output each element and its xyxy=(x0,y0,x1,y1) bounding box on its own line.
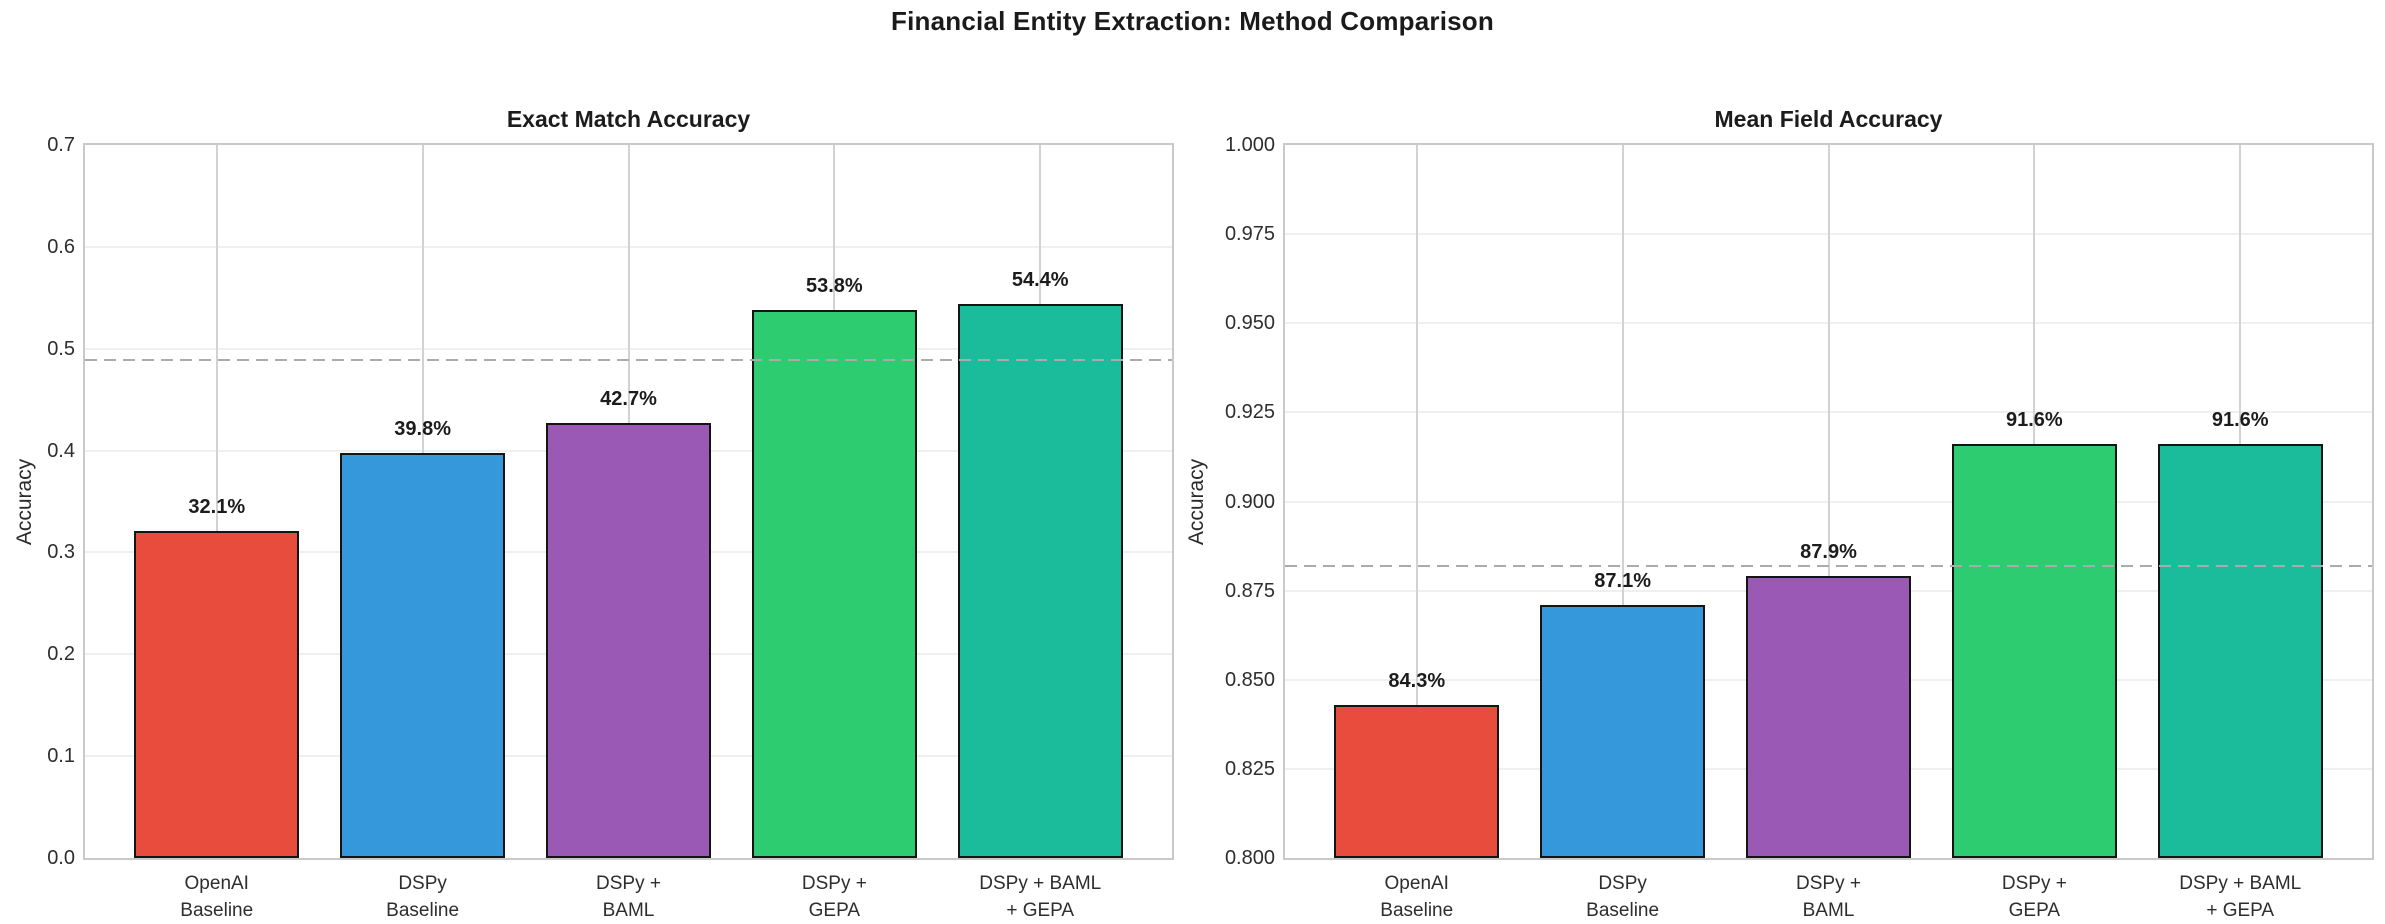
bar xyxy=(751,310,917,858)
bar-value-label: 87.1% xyxy=(1594,569,1651,592)
x-tick-label-line: + GEPA xyxy=(1006,900,1075,921)
chart-title: Mean Field Accuracy xyxy=(1714,106,1943,132)
y-tick-label: 0.925 xyxy=(1224,401,1275,424)
bar-value-label: 42.7% xyxy=(600,388,657,411)
y-axis-label: Accuracy xyxy=(1185,458,1208,545)
bar-value-label: 87.9% xyxy=(1800,541,1857,564)
x-tick-label-line: OpenAI xyxy=(1384,873,1449,894)
x-tick-label-line: DSPy + BAML xyxy=(2179,873,2302,894)
x-tick-label-line: Baseline xyxy=(180,900,254,921)
vertical-gridline xyxy=(1827,145,1830,858)
x-tick-label-line: Baseline xyxy=(386,900,460,921)
bar xyxy=(1746,576,1911,858)
y-tick-label: 0.975 xyxy=(1224,223,1275,246)
x-tick-label: DSPy + BAML xyxy=(499,870,759,924)
chart-title: Exact Match Accuracy xyxy=(506,106,751,132)
x-tick-label: DSPy + BAML xyxy=(1699,870,1959,924)
y-tick-label: 0.6 xyxy=(47,235,75,258)
y-tick-label: 0.0 xyxy=(47,847,75,869)
figure-title: Financial Entity Extraction: Method Comp… xyxy=(891,6,1494,36)
x-tick-label-line: DSPy + xyxy=(2001,873,2067,894)
bar-value-label: 32.1% xyxy=(188,496,246,519)
x-tick-label-line: + GEPA xyxy=(2206,900,2275,921)
x-tick-label: DSPy + GEPA xyxy=(1904,870,2164,924)
bar xyxy=(1334,704,1500,858)
bar xyxy=(1540,604,1706,858)
reference-dashed-line xyxy=(85,358,1172,361)
x-tick-label: DSPy + GEPA xyxy=(704,870,964,924)
x-tick-label-line: Baseline xyxy=(1380,900,1454,921)
y-tick-label: 0.950 xyxy=(1224,312,1275,335)
bar-value-label: 53.8% xyxy=(806,275,863,297)
bar-value-label: 91.6% xyxy=(2211,409,2269,432)
x-tick-label-line: DSPy + BAML xyxy=(979,873,1102,894)
vertical-gridline xyxy=(1415,145,1418,858)
x-tick-label-line: BAML xyxy=(602,900,655,921)
x-tick-label: OpenAI Baseline xyxy=(87,870,347,924)
y-tick-label: 0.5 xyxy=(47,337,75,360)
y-tick-label: 0.3 xyxy=(47,541,75,564)
x-tick-label: DSPy Baseline xyxy=(1493,870,1753,924)
bar xyxy=(134,531,300,858)
exact-match-accuracy-chart: 0.0 0.1 0.2 0.3 0.4 0.5 0.6 0.7 32.1% 39.8% 42.7% 5… xyxy=(13,106,1174,921)
reference-dashed-line xyxy=(1285,564,2372,567)
x-tick-label-line: DSPy xyxy=(398,873,447,894)
x-tick-label: DSPy Baseline xyxy=(293,870,553,924)
y-tick-label: 0.825 xyxy=(1224,757,1275,780)
x-tick-label-line: DSPy + xyxy=(596,873,661,894)
x-tick-label-line: DSPy xyxy=(1598,873,1647,894)
bar-value-label: 84.3% xyxy=(1388,669,1446,692)
bar-value-label: 54.4% xyxy=(1011,268,1069,291)
y-tick-label: 0.850 xyxy=(1224,668,1275,691)
x-tick-label: DSPy + BAML + GEPA xyxy=(910,870,1170,924)
vertical-gridline xyxy=(1621,145,1624,858)
x-tick-label-line: DSPy + xyxy=(1796,873,1861,894)
y-tick-label: 0.7 xyxy=(47,134,75,156)
x-tick-label-line: GEPA xyxy=(2008,900,2061,921)
vertical-gridline xyxy=(215,145,218,858)
y-tick-label: 0.800 xyxy=(1224,847,1275,869)
bar xyxy=(2157,444,2323,858)
y-tick-label: 0.4 xyxy=(47,439,75,462)
mean-field-accuracy-chart: 0.800 0.825 0.850 0.875 0.900 0.925 0.950 0.975… xyxy=(1185,106,2374,921)
bar xyxy=(1951,444,2117,858)
bar xyxy=(957,303,1123,858)
x-tick-label: DSPy + BAML + GEPA xyxy=(2110,870,2370,924)
bar-value-label: 39.8% xyxy=(394,417,451,440)
y-tick-label: 0.1 xyxy=(47,745,75,768)
x-tick-label-line: Baseline xyxy=(1586,900,1660,921)
x-tick-label-line: DSPy + xyxy=(801,873,867,894)
x-tick-label-line: GEPA xyxy=(808,900,861,921)
y-axis-label: Accuracy xyxy=(13,458,36,545)
bar-value-label: 91.6% xyxy=(2006,409,2063,432)
bar xyxy=(340,452,506,858)
y-tick-label: 0.875 xyxy=(1224,579,1275,602)
y-tick-label: 0.2 xyxy=(47,643,75,666)
bar xyxy=(546,423,711,858)
y-tick-label: 1.000 xyxy=(1224,134,1275,156)
x-tick-label: OpenAI Baseline xyxy=(1287,870,1547,924)
x-tick-label-line: OpenAI xyxy=(184,873,249,894)
y-tick-label: 0.900 xyxy=(1224,490,1275,513)
x-tick-label-line: BAML xyxy=(1802,900,1855,921)
